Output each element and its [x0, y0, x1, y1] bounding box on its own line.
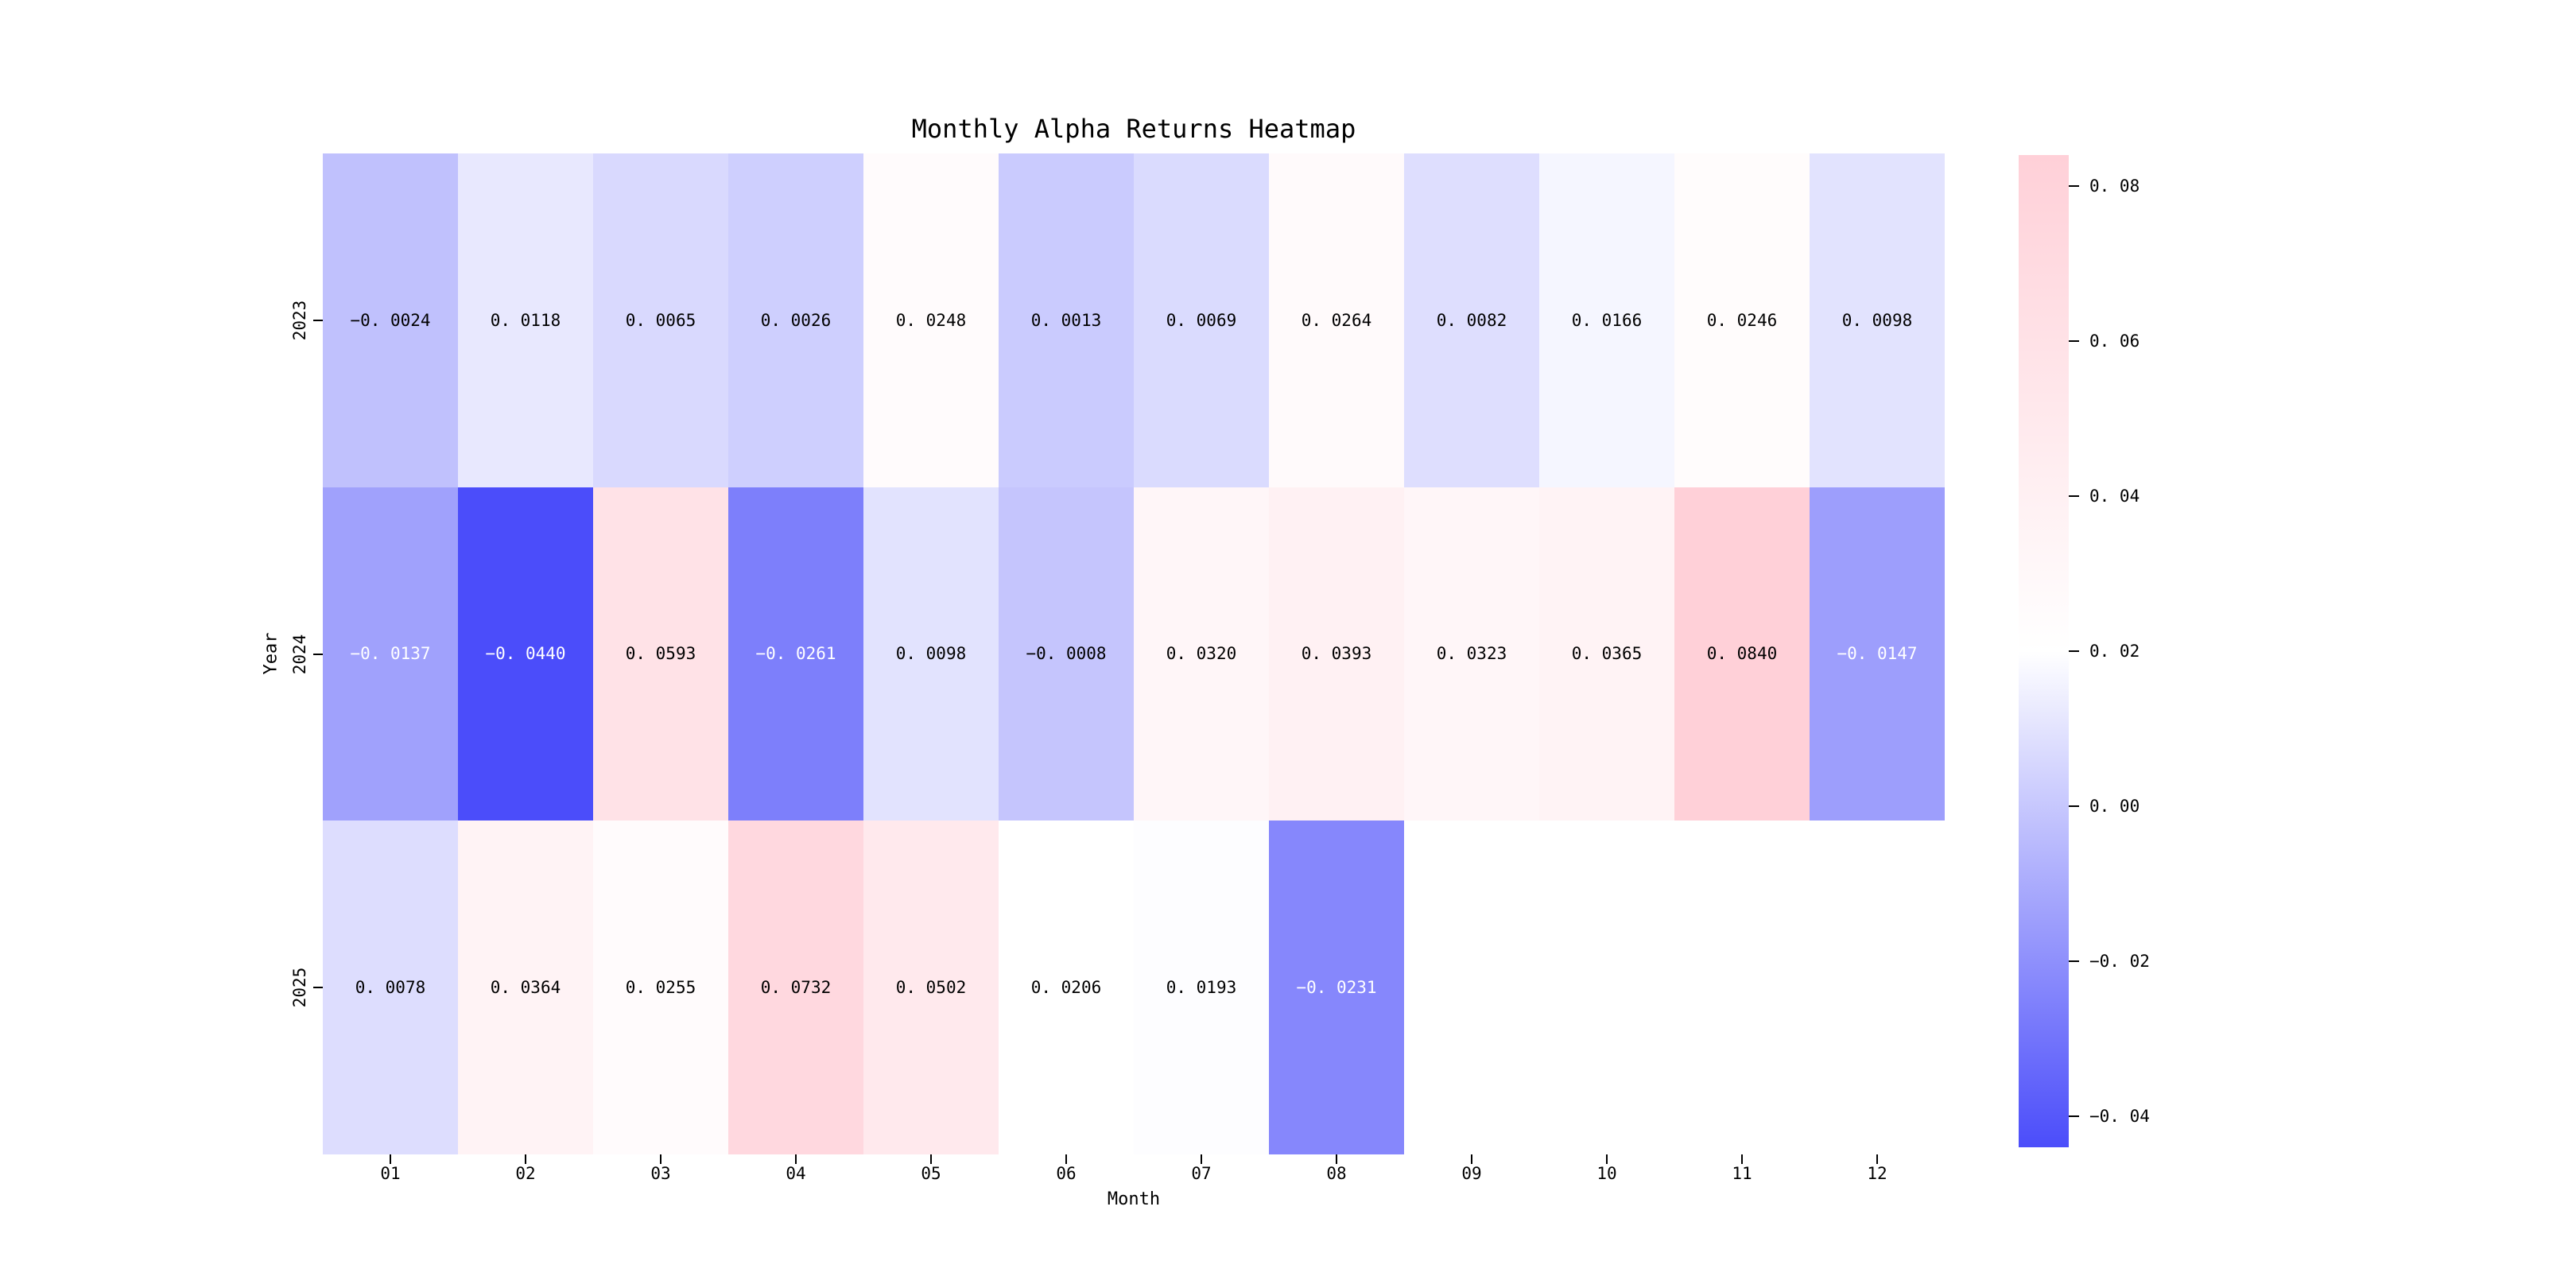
- heatmap-cell: −0. 0024: [323, 153, 458, 487]
- x-tick-mark: [1065, 1154, 1067, 1164]
- colorbar-tick-mark: [2069, 960, 2079, 962]
- y-tick-label: 2025: [290, 967, 309, 1008]
- x-tick-label: 03: [650, 1164, 671, 1183]
- x-tick-mark: [930, 1154, 932, 1164]
- y-tick-label: 2023: [290, 300, 309, 341]
- y-tick-mark: [313, 319, 323, 321]
- colorbar-tick-label: 0. 08: [2089, 177, 2140, 196]
- heatmap-cell: 0. 0065: [593, 153, 728, 487]
- heatmap-cell: 0. 0118: [458, 153, 593, 487]
- heatmap-cell: 0. 0502: [863, 821, 999, 1154]
- colorbar-tick-mark: [2069, 1115, 2079, 1117]
- heatmap-cell: 0. 0264: [1269, 153, 1404, 487]
- heatmap-cell: −0. 0440: [458, 487, 593, 821]
- heatmap-cell: 0. 0098: [863, 487, 999, 821]
- heatmap-cell: 0. 0320: [1134, 487, 1269, 821]
- x-tick-label: 04: [786, 1164, 806, 1183]
- colorbar-tick-mark: [2069, 805, 2079, 807]
- x-axis-label: Month: [1107, 1189, 1161, 1209]
- heatmap-cell: 0. 0069: [1134, 153, 1269, 487]
- x-tick-mark: [390, 1154, 391, 1164]
- x-tick-label: 07: [1191, 1164, 1212, 1183]
- x-tick-label: 05: [921, 1164, 941, 1183]
- chart-title: Monthly Alpha Returns Heatmap: [911, 114, 1356, 144]
- colorbar-tick-label: 0. 02: [2089, 642, 2140, 661]
- heatmap-cell: 0. 0246: [1674, 153, 1810, 487]
- x-tick-label: 12: [1867, 1164, 1887, 1183]
- x-tick-mark: [1741, 1154, 1743, 1164]
- heatmap-cell: [1674, 821, 1810, 1154]
- heatmap-cell: 0. 0732: [728, 821, 863, 1154]
- colorbar-tick-label: −0. 04: [2089, 1107, 2150, 1126]
- heatmap-cell: [1810, 821, 1945, 1154]
- heatmap-cell: 0. 0078: [323, 821, 458, 1154]
- heatmap-cell: 0. 0593: [593, 487, 728, 821]
- heatmap-cell: 0. 0206: [999, 821, 1134, 1154]
- colorbar-tick-label: 0. 00: [2089, 797, 2140, 816]
- heatmap-cell: −0. 0137: [323, 487, 458, 821]
- heatmap-grid: −0. 0024 0. 0118 0. 0065 0. 0026 0. 0248 0. 0…: [323, 153, 1945, 1154]
- x-tick-mark: [1201, 1154, 1202, 1164]
- x-tick-label: 09: [1461, 1164, 1482, 1183]
- x-tick-label: 02: [515, 1164, 536, 1183]
- heatmap-cell: 0. 0364: [458, 821, 593, 1154]
- heatmap-cell: 0. 0248: [863, 153, 999, 487]
- colorbar-gradient: [2019, 155, 2069, 1147]
- heatmap-cell: [1539, 821, 1674, 1154]
- heatmap-cell: −0. 0261: [728, 487, 863, 821]
- heatmap-cell: −0. 0008: [999, 487, 1134, 821]
- colorbar-tick-mark: [2069, 650, 2079, 652]
- heatmap-cell: 0. 0013: [999, 153, 1134, 487]
- x-tick-label: 06: [1056, 1164, 1077, 1183]
- heatmap-cell: 0. 0255: [593, 821, 728, 1154]
- heatmap-cell: 0. 0166: [1539, 153, 1674, 487]
- x-tick-mark: [795, 1154, 797, 1164]
- heatmap-cell: 0. 0193: [1134, 821, 1269, 1154]
- x-tick-mark: [1336, 1154, 1337, 1164]
- heatmap-cell: [1404, 821, 1539, 1154]
- heatmap-cell: 0. 0365: [1539, 487, 1674, 821]
- heatmap-cell: 0. 0323: [1404, 487, 1539, 821]
- x-tick-label: 10: [1596, 1164, 1617, 1183]
- x-tick-mark: [1876, 1154, 1878, 1164]
- x-tick-label: 11: [1732, 1164, 1752, 1183]
- colorbar-tick-mark: [2069, 495, 2079, 497]
- x-tick-mark: [1471, 1154, 1472, 1164]
- colorbar-tick-label: 0. 06: [2089, 332, 2140, 351]
- y-tick-label: 2024: [290, 634, 309, 674]
- heatmap-cell: 0. 0840: [1674, 487, 1810, 821]
- heatmap-cell: −0. 0147: [1810, 487, 1945, 821]
- x-tick-label: 01: [380, 1164, 401, 1183]
- heatmap-cell: 0. 0082: [1404, 153, 1539, 487]
- y-tick-mark: [313, 653, 323, 655]
- heatmap-cell: 0. 0098: [1810, 153, 1945, 487]
- x-tick-mark: [525, 1154, 526, 1164]
- heatmap-cell: 0. 0026: [728, 153, 863, 487]
- x-tick-label: 08: [1326, 1164, 1347, 1183]
- colorbar-tick-label: −0. 02: [2089, 952, 2150, 971]
- y-tick-mark: [313, 987, 323, 989]
- heatmap-cell: −0. 0231: [1269, 821, 1404, 1154]
- colorbar-tick-label: 0. 04: [2089, 487, 2140, 506]
- colorbar-tick-mark: [2069, 340, 2079, 342]
- colorbar-tick-mark: [2069, 185, 2079, 187]
- x-tick-mark: [660, 1154, 661, 1164]
- heatmap-cell: 0. 0393: [1269, 487, 1404, 821]
- y-axis-label: Year: [261, 632, 281, 675]
- x-tick-mark: [1606, 1154, 1608, 1164]
